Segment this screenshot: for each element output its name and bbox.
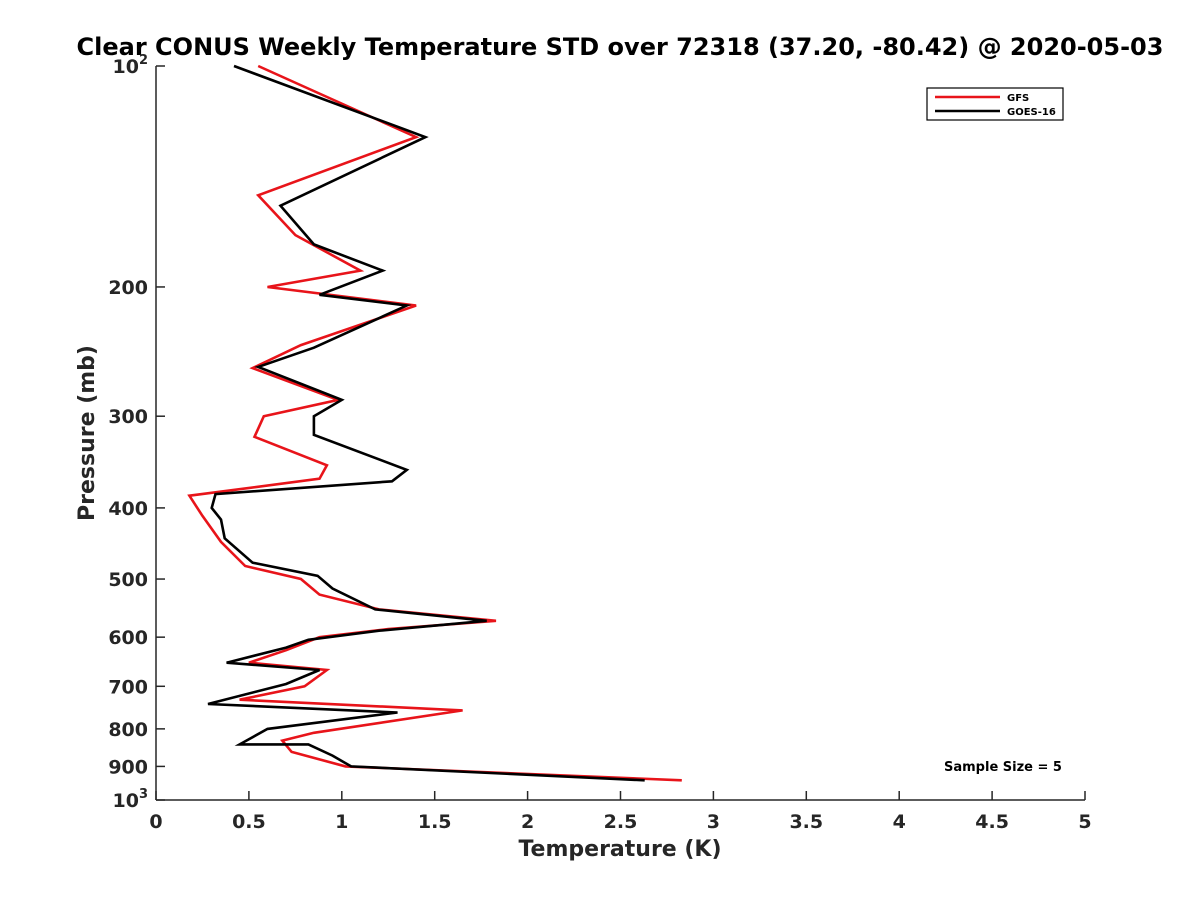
y-tick-label: 300: [108, 406, 148, 428]
y-axis-label: Pressure (mb): [75, 345, 100, 521]
y-tick-label: 600: [108, 627, 148, 649]
y-tick-label: 500: [108, 569, 148, 591]
y-tick-label: 900: [108, 756, 148, 778]
legend: GFS GOES-16: [926, 87, 1064, 121]
chart-title: Clear CONUS Weekly Temperature STD over …: [77, 33, 1164, 61]
legend-box: [926, 87, 1064, 121]
x-tick-label: 3.5: [789, 811, 823, 833]
legend-label-gfs: GFS: [1007, 93, 1029, 104]
series-layer: [187, 64, 682, 782]
x-tick-label: 4: [893, 811, 906, 833]
axes-layer: [155, 66, 1085, 801]
x-tick-label: 2: [521, 811, 534, 833]
x-tick-label: 4.5: [975, 811, 1009, 833]
y-tick-label: 103: [113, 787, 149, 812]
x-tick-label: 2.5: [604, 811, 638, 833]
x-axis-label: Temperature (K): [518, 837, 721, 862]
y-tick-label: 102: [113, 53, 149, 78]
x-tick-label: 0: [149, 811, 162, 833]
x-tick-label: 3: [707, 811, 720, 833]
series-line-gfs: [187, 64, 682, 782]
legend-label-goes-16: GOES-16: [1007, 107, 1056, 118]
x-tick-label: 0.5: [232, 811, 266, 833]
ticks-layer: 0 0.5 1 1.5 2 2.5 3 3.5 4 4.5 5 102 200 300 400 500 600 7…: [108, 53, 1091, 833]
series-line-goes-16: [207, 64, 645, 782]
y-tick-label: 400: [108, 498, 148, 520]
sample-size-annotation: Sample Size = 5: [944, 760, 1062, 775]
x-tick-label: 1: [335, 811, 348, 833]
x-tick-label: 5: [1078, 811, 1091, 833]
y-tick-label: 200: [108, 277, 148, 299]
y-tick-label: 700: [108, 676, 148, 698]
y-tick-label: 800: [108, 719, 148, 741]
x-tick-label: 1.5: [418, 811, 452, 833]
